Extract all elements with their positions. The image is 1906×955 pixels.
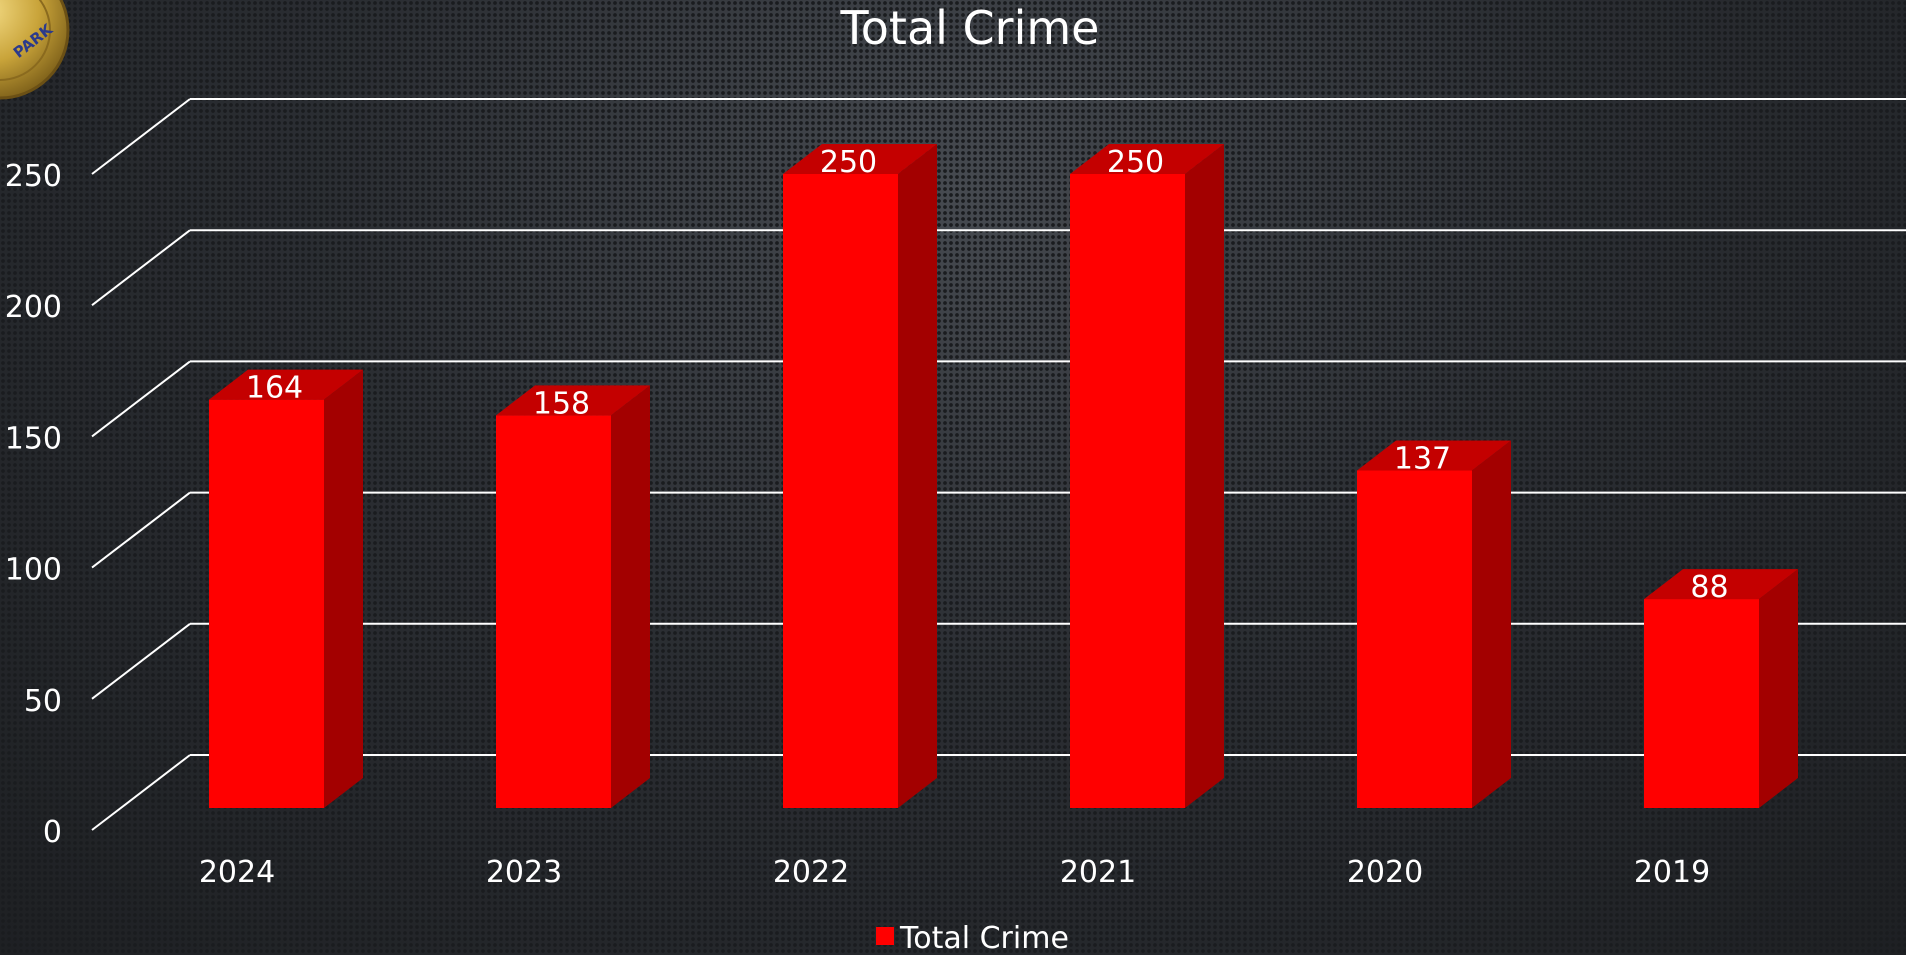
legend-label: Total Crime — [899, 921, 1069, 955]
bar — [1644, 599, 1759, 808]
gridline-diagonal — [91, 360, 191, 438]
data-label: 137 — [1394, 442, 1451, 477]
gridline-diagonal — [91, 229, 191, 306]
gridline-diagonal — [91, 623, 191, 700]
bar — [496, 415, 611, 808]
bar-top — [783, 144, 937, 174]
police-badge-logo: PARK — [0, 0, 70, 100]
bar-top — [1644, 569, 1798, 600]
y-tick-label: 100 — [5, 553, 62, 588]
y-tick-label: 50 — [24, 684, 62, 719]
bar — [1070, 174, 1185, 808]
gridlines — [91, 98, 1906, 831]
y-tick-label: 250 — [5, 159, 62, 194]
x-tick-label: 2019 — [1634, 855, 1710, 890]
bar-side — [324, 369, 363, 808]
x-tick-label: 2023 — [486, 855, 562, 890]
gridline-diagonal — [91, 754, 191, 831]
bar — [1357, 470, 1472, 808]
data-labels: 164 158 250 250 137 88 — [246, 145, 1729, 605]
bar-top — [496, 385, 650, 416]
x-tick-label: 2024 — [199, 855, 275, 890]
data-label: 158 — [533, 386, 590, 421]
data-label: 250 — [820, 145, 877, 180]
x-tick-label: 2022 — [773, 855, 849, 890]
y-tick-label: 200 — [5, 290, 62, 325]
y-axis-ticks: 0 50 100 150 200 250 — [5, 159, 62, 850]
bar-side — [611, 385, 650, 808]
gridline-diagonal — [91, 491, 191, 569]
legend: Total Crime — [876, 921, 1069, 955]
police-badge-icon — [0, 0, 70, 100]
bar — [783, 174, 898, 808]
bar-side — [898, 144, 937, 808]
bar-top — [1070, 144, 1224, 174]
y-tick-label: 0 — [43, 815, 62, 850]
y-tick-label: 150 — [5, 421, 62, 456]
bar-side — [1185, 144, 1224, 808]
x-tick-label: 2021 — [1060, 855, 1136, 890]
bars — [209, 144, 1798, 808]
x-axis-ticks: 2024 2023 2022 2021 2020 2019 — [199, 855, 1710, 890]
bar-side — [1472, 440, 1511, 808]
chart-title: Total Crime — [840, 1, 1100, 55]
badge-inner-ring — [0, 0, 51, 81]
bar — [209, 399, 324, 808]
data-label: 250 — [1107, 145, 1164, 180]
legend-swatch — [876, 927, 894, 945]
data-label: 88 — [1690, 570, 1728, 605]
data-label: 164 — [246, 371, 303, 406]
x-tick-label: 2020 — [1347, 855, 1423, 890]
bar-side — [1759, 569, 1798, 808]
gridline-diagonal — [91, 98, 191, 175]
bar-top — [1357, 440, 1511, 471]
bar-top — [209, 369, 363, 400]
